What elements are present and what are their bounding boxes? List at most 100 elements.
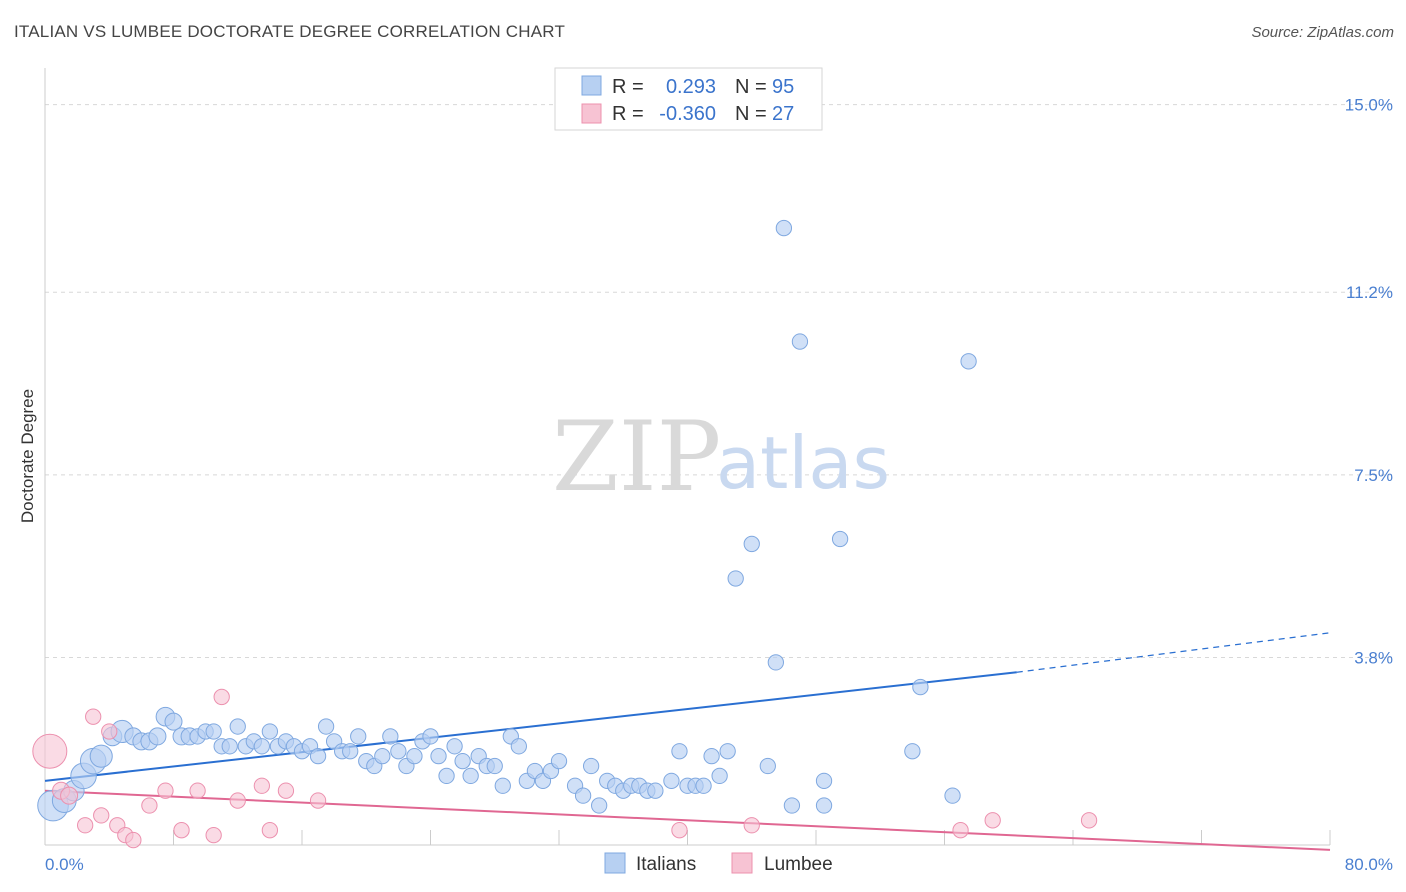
italians-point-50 [462, 767, 479, 785]
italians-point-63 [574, 787, 592, 804]
italians-point-74 [671, 743, 688, 760]
lumbee-point-3 [77, 817, 94, 834]
y-tick-label-0: 3.8% [1354, 648, 1393, 667]
italians-point-91 [912, 678, 929, 696]
italians-point-61 [550, 752, 568, 770]
axes [44, 68, 1331, 846]
italians-point-79 [711, 767, 728, 785]
y-tick-label-1: 7.5% [1354, 466, 1393, 485]
italians-point-24 [253, 738, 270, 755]
stats-legend: R = 0.293 N = 95 R = -0.360 N = 27 [554, 67, 823, 131]
chart-title: ITALIAN VS LUMBEE DOCTORATE DEGREE CORRE… [14, 22, 566, 41]
italians-point-80 [719, 743, 736, 760]
italians-point-92 [904, 743, 921, 760]
italians-point-5 [89, 744, 113, 768]
lumbee-legend-swatch [731, 852, 753, 874]
italians-point-73 [663, 772, 680, 789]
lumbee-points [32, 688, 1098, 849]
italians-point-72 [647, 782, 664, 799]
italians-swatch [581, 75, 602, 96]
italians-point-32 [317, 718, 335, 735]
lumbee-legend-label: Lumbee [764, 854, 833, 875]
lumbee-point-10 [141, 797, 158, 814]
italians-point-21 [229, 718, 246, 735]
lumbee-point-18 [261, 822, 279, 839]
italians-point-94 [960, 353, 977, 370]
italians-trend-extension [1016, 632, 1331, 673]
italians-points [37, 219, 977, 822]
italians-point-56 [510, 738, 527, 755]
italians-point-81 [727, 570, 744, 587]
italians-point-41 [390, 743, 407, 760]
x-tick-labels: 0.0% 80.0% [45, 855, 1393, 874]
lumbee-point-22 [743, 817, 760, 834]
legend-r-value-2: -0.360 [659, 103, 716, 125]
italians-point-54 [494, 777, 511, 794]
lumbee-point-9 [125, 831, 142, 849]
italians-point-84 [767, 654, 784, 671]
lumbee-point-11 [157, 782, 174, 799]
lumbee-swatch [581, 103, 602, 124]
italians-point-31 [309, 748, 327, 765]
legend-n-value-2: 27 [772, 103, 794, 125]
italians-point-86 [775, 219, 793, 237]
y-tick-label-3: 15.0% [1345, 96, 1393, 115]
lumbee-point-21 [671, 822, 688, 839]
series-legend: Italians Lumbee [604, 852, 833, 875]
lumbee-point-5 [93, 807, 110, 824]
italians-point-85 [783, 797, 801, 814]
lumbee-point-13 [189, 782, 206, 799]
italians-point-83 [759, 757, 776, 775]
italians-point-93 [944, 787, 961, 804]
lumbee-point-6 [101, 723, 118, 740]
y-tick-labels: 3.8% 7.5% 11.2% 15.0% [1345, 96, 1393, 668]
source-credit: Source: ZipAtlas.com [1251, 24, 1394, 41]
italians-point-90 [831, 530, 849, 548]
lumbee-trend-line [44, 789, 1331, 851]
lumbee-point-20 [309, 792, 327, 809]
italians-point-18 [205, 723, 222, 740]
italians-point-64 [582, 757, 600, 775]
legend-n-label-2: N = [735, 103, 767, 125]
italians-point-25 [261, 723, 279, 740]
italians-point-40 [382, 728, 399, 745]
lumbee-point-25 [1080, 812, 1098, 829]
italians-point-82 [743, 535, 760, 553]
legend-r-value-1: 0.293 [666, 76, 716, 98]
italians-point-78 [703, 748, 720, 765]
italians-point-13 [164, 712, 183, 731]
italians-trend-line [44, 671, 1017, 782]
lumbee-point-2 [60, 786, 79, 805]
italians-point-53 [486, 757, 503, 775]
italians-point-47 [438, 767, 455, 785]
watermark: ZIP atlas [552, 401, 890, 513]
italians-point-88 [815, 772, 833, 789]
lumbee-point-23 [952, 822, 969, 839]
legend-r-label-1: R = [612, 76, 644, 98]
italians-point-87 [791, 333, 809, 350]
italians-point-48 [446, 738, 463, 755]
italians-point-46 [430, 748, 447, 765]
italians-point-77 [695, 777, 712, 794]
italians-legend-swatch [604, 852, 626, 874]
italians-point-65 [591, 797, 608, 814]
legend-n-value-1: 95 [772, 76, 794, 98]
italians-point-39 [374, 748, 391, 765]
italians-point-35 [342, 743, 359, 760]
italians-point-49 [454, 752, 471, 770]
italians-point-45 [422, 728, 439, 745]
x-tick-label-1: 80.0% [1345, 855, 1393, 874]
legend-n-label-1: N = [735, 76, 767, 98]
y-tick-label-2: 11.2% [1346, 283, 1393, 302]
watermark-atlas: atlas [716, 421, 890, 505]
lumbee-point-4 [85, 708, 102, 725]
lumbee-point-15 [213, 688, 230, 706]
lumbee-point-19 [277, 782, 295, 799]
watermark-zip: ZIP [552, 401, 721, 513]
lumbee-point-24 [984, 812, 1001, 829]
lumbee-point-17 [253, 777, 270, 794]
legend-r-label-2: R = [612, 103, 644, 125]
italians-point-36 [350, 728, 367, 745]
x-tick-label-0: 0.0% [45, 855, 84, 874]
